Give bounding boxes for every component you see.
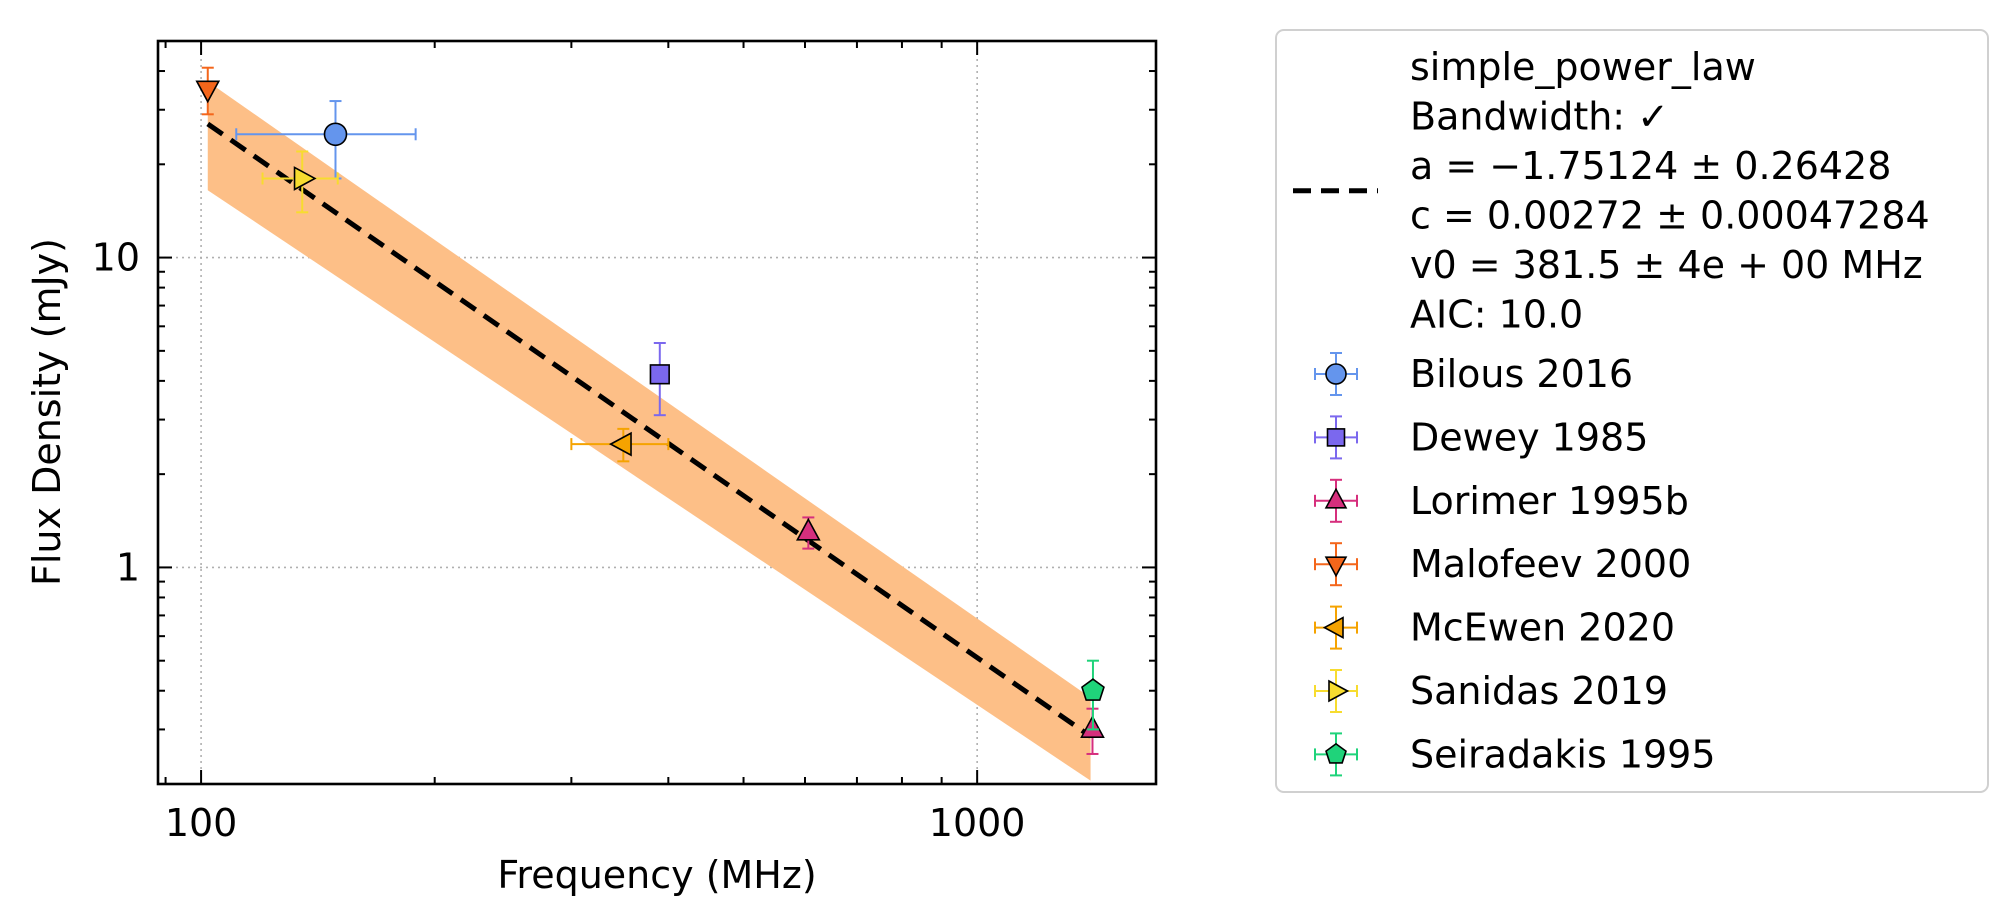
legend-fit-label-line: simple_power_law <box>1410 45 1756 89</box>
y-tick-label: 1 <box>116 545 140 589</box>
series-seiradakis-1995 <box>1081 659 1105 731</box>
legend-frame <box>1275 29 1989 793</box>
legend-entry-sanidas-2019: Sanidas 2019 <box>1314 669 1668 713</box>
legend-label: Bilous 2016 <box>1410 352 1633 396</box>
x-axis-label: Frequency (MHz) <box>497 853 816 897</box>
legend-entry-bilous-2016: Bilous 2016 <box>1314 352 1633 396</box>
legend-label: Dewey 1985 <box>1410 415 1648 459</box>
legend-label: Seiradakis 1995 <box>1410 732 1716 776</box>
legend-label: Malofeev 2000 <box>1410 542 1691 586</box>
legend-entry-dewey-1985: Dewey 1985 <box>1314 415 1648 460</box>
legend: simple_power_law Bandwidth: ✓ a = −1.75124… <box>1275 29 1989 793</box>
data-point <box>293 166 317 191</box>
legend-fit-label-line: a = −1.75124 ± 0.26428 <box>1410 144 1891 188</box>
series-sanidas-2019 <box>261 150 339 214</box>
data-point <box>608 431 632 457</box>
legend-fit-label-line: Bandwidth: ✓ <box>1410 95 1669 139</box>
series-malofeev-2000 <box>195 66 221 116</box>
fit-line-layer <box>206 121 1092 739</box>
legend-marker-triangle-right-icon <box>1328 679 1350 703</box>
legend-marker-pentagon-icon <box>1325 742 1347 764</box>
data-points <box>195 66 1105 755</box>
series-bilous-2016 <box>235 100 417 180</box>
x-tick-label: 100 <box>165 801 238 845</box>
legend-entry-malofeev-2000: Malofeev 2000 <box>1314 542 1691 587</box>
axis-ticks <box>158 40 1156 785</box>
legend-marker-square-icon <box>1326 428 1346 447</box>
legend-fit-label-line: AIC: 10.0 <box>1410 293 1583 337</box>
legend-marker-circle-icon <box>1325 363 1347 385</box>
legend-entry-fit: simple_power_law Bandwidth: ✓ a = −1.75124… <box>1293 45 1930 337</box>
series-dewey-1985 <box>649 342 670 417</box>
x-tick-label: 1000 <box>929 801 1026 845</box>
legend-marker-triangle-left-icon <box>1322 616 1344 639</box>
series-mcewen-2020 <box>570 427 670 463</box>
legend-entry-mcewen-2020: McEwen 2020 <box>1314 605 1675 650</box>
legend-fit-label-line: c = 0.00272 ± 0.00047284 <box>1410 194 1930 238</box>
y-axis-label: Flux Density (mJy) <box>25 238 69 586</box>
data-point <box>1081 678 1105 701</box>
series-lorimer-1995b <box>795 516 1105 755</box>
fit-line <box>206 121 1092 739</box>
legend-label: Sanidas 2019 <box>1410 669 1668 713</box>
legend-label: Lorimer 1995b <box>1410 479 1689 523</box>
legend-fit-label-line: v0 = 381.5 ± 4e + 00 MHz <box>1410 243 1923 287</box>
data-point <box>323 122 348 147</box>
legend-marker-triangle-down-icon <box>1324 556 1348 578</box>
data-point <box>195 80 221 104</box>
plot-frame <box>156 39 1158 786</box>
legend-label: McEwen 2020 <box>1410 606 1675 650</box>
legend-entry-seiradakis-1995: Seiradakis 1995 <box>1314 732 1716 777</box>
tick-labels: 100 1000 1 10 <box>92 236 1026 845</box>
y-tick-label: 10 <box>92 236 140 280</box>
legend-entry-lorimer-1995b: Lorimer 1995b <box>1314 478 1689 523</box>
data-point <box>795 517 821 541</box>
data-point <box>649 364 670 385</box>
legend-entries: Bilous 2016 Dewey 1985 Lorimer 1995b Malofe… <box>1314 352 1716 777</box>
legend-marker-triangle-up-icon <box>1324 487 1348 509</box>
